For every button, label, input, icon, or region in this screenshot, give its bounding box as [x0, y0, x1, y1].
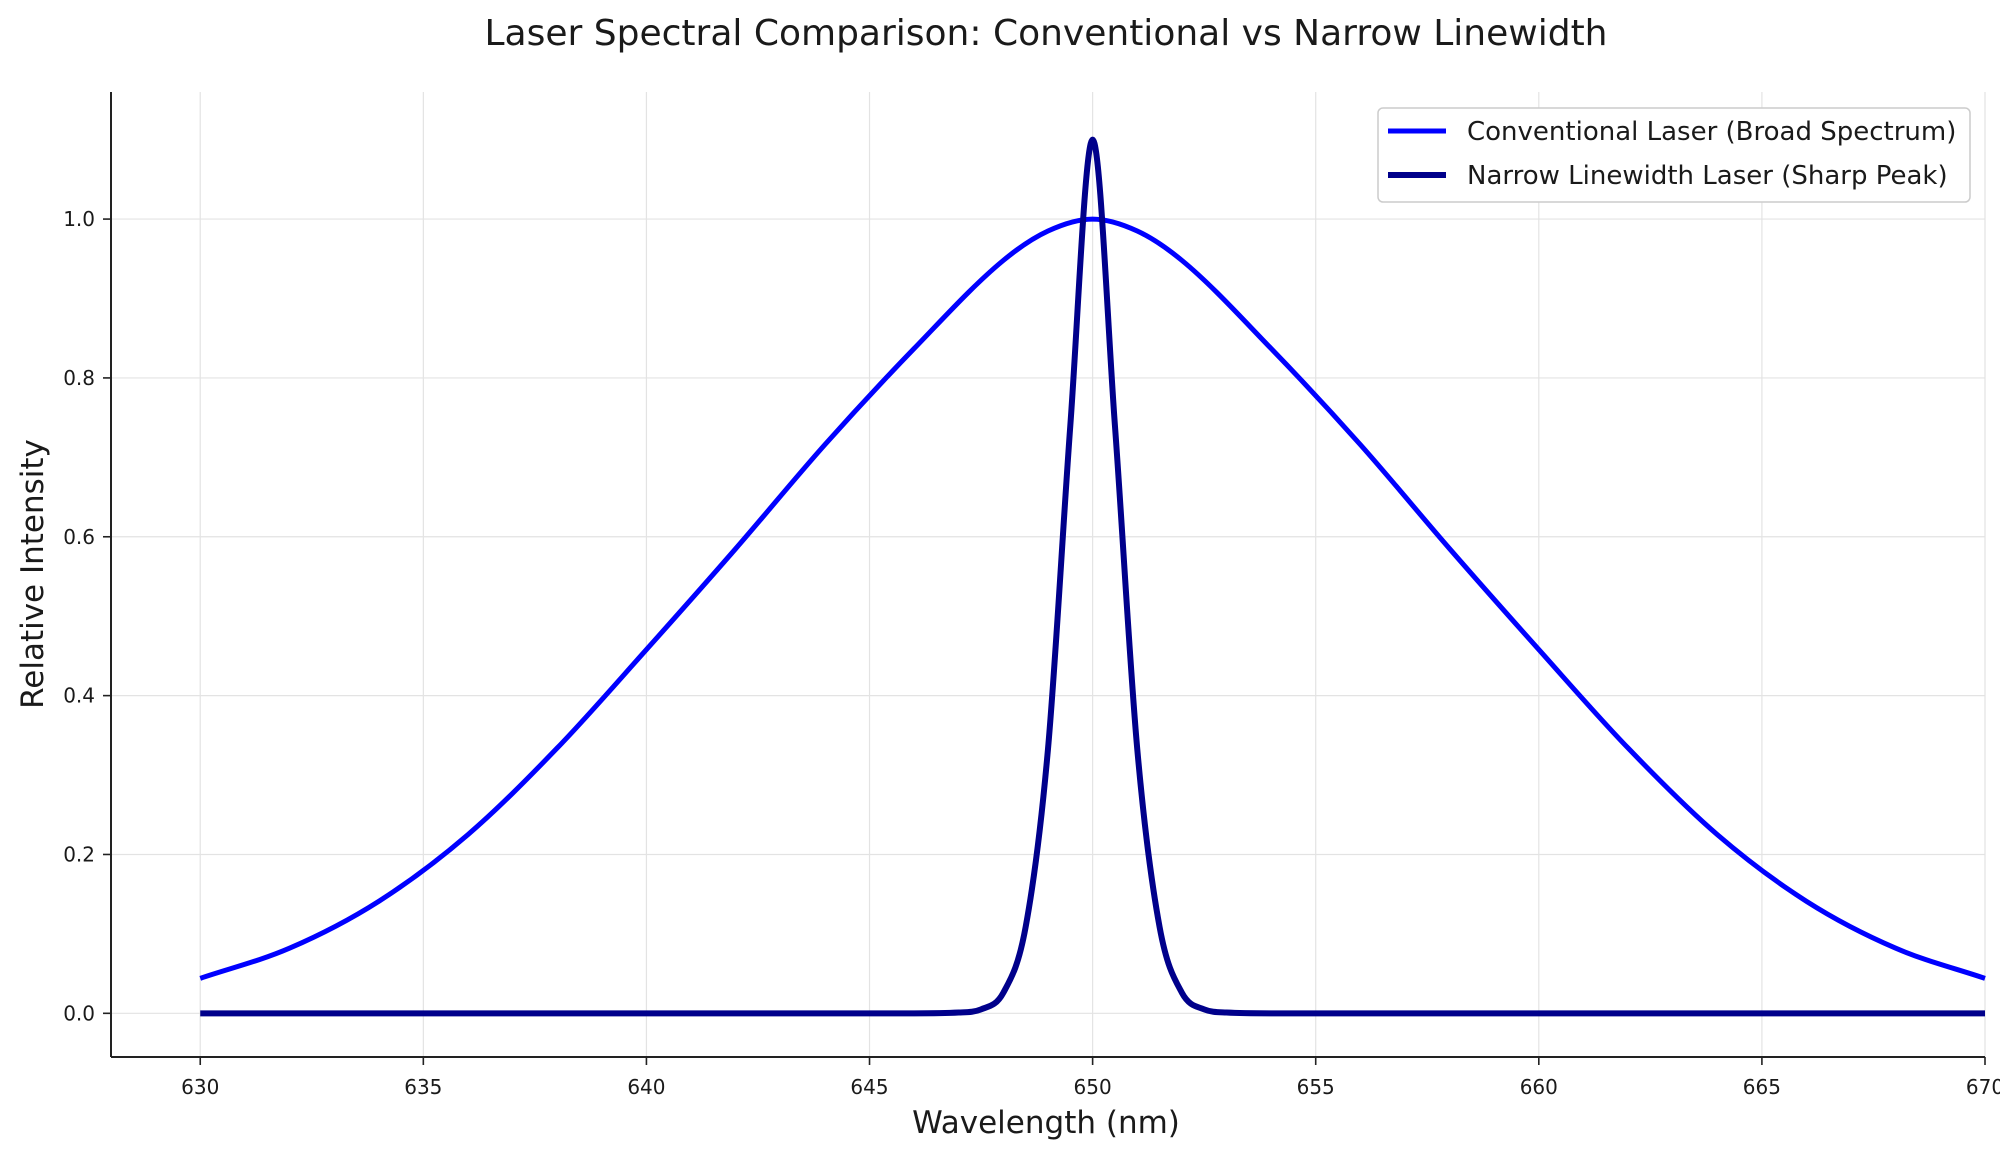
- y-tick-label: 0.4: [63, 684, 95, 708]
- x-tick-label: 650: [1074, 1075, 1112, 1099]
- legend-box: [1377, 107, 1971, 203]
- y-tick-label: 0.2: [63, 842, 95, 866]
- y-tick-label: 0.0: [63, 1001, 95, 1025]
- grid: [111, 92, 1986, 1057]
- x-tick-label: 630: [181, 1075, 219, 1099]
- x-tick-label: 635: [404, 1075, 442, 1099]
- x-tick-label: 670: [1966, 1075, 2000, 1099]
- x-axis-label: Wavelength (nm): [912, 1105, 1180, 1141]
- legend-label-conventional: Conventional Laser (Broad Spectrum): [1467, 117, 1956, 147]
- chart-title: Laser Spectral Comparison: Conventional …: [485, 13, 1608, 54]
- axes: [110, 92, 1985, 1058]
- series-line-narrow: [200, 136, 1985, 1017]
- ticks: 630 635 640 645 650 655 660 665 670 0.0 0.2 0.4 0.6 0…: [63, 207, 2000, 1099]
- x-tick-label: 645: [850, 1075, 888, 1099]
- series-layer: [199, 136, 1986, 1017]
- y-tick-label: 0.6: [63, 525, 95, 549]
- y-tick-label: 1.0: [63, 207, 95, 231]
- x-tick-label: 640: [627, 1075, 665, 1099]
- legend-label-narrow: Narrow Linewidth Laser (Sharp Peak): [1467, 161, 1948, 191]
- legend: Conventional Laser (Broad Spectrum) Narr…: [1377, 107, 1971, 203]
- y-axis-label: Relative Intensity: [15, 439, 51, 709]
- y-tick-label: 0.8: [63, 366, 95, 390]
- x-tick-label: 655: [1297, 1075, 1335, 1099]
- series-line-conventional: [199, 216, 1986, 981]
- x-tick-label: 660: [1520, 1075, 1558, 1099]
- x-tick-label: 665: [1743, 1075, 1781, 1099]
